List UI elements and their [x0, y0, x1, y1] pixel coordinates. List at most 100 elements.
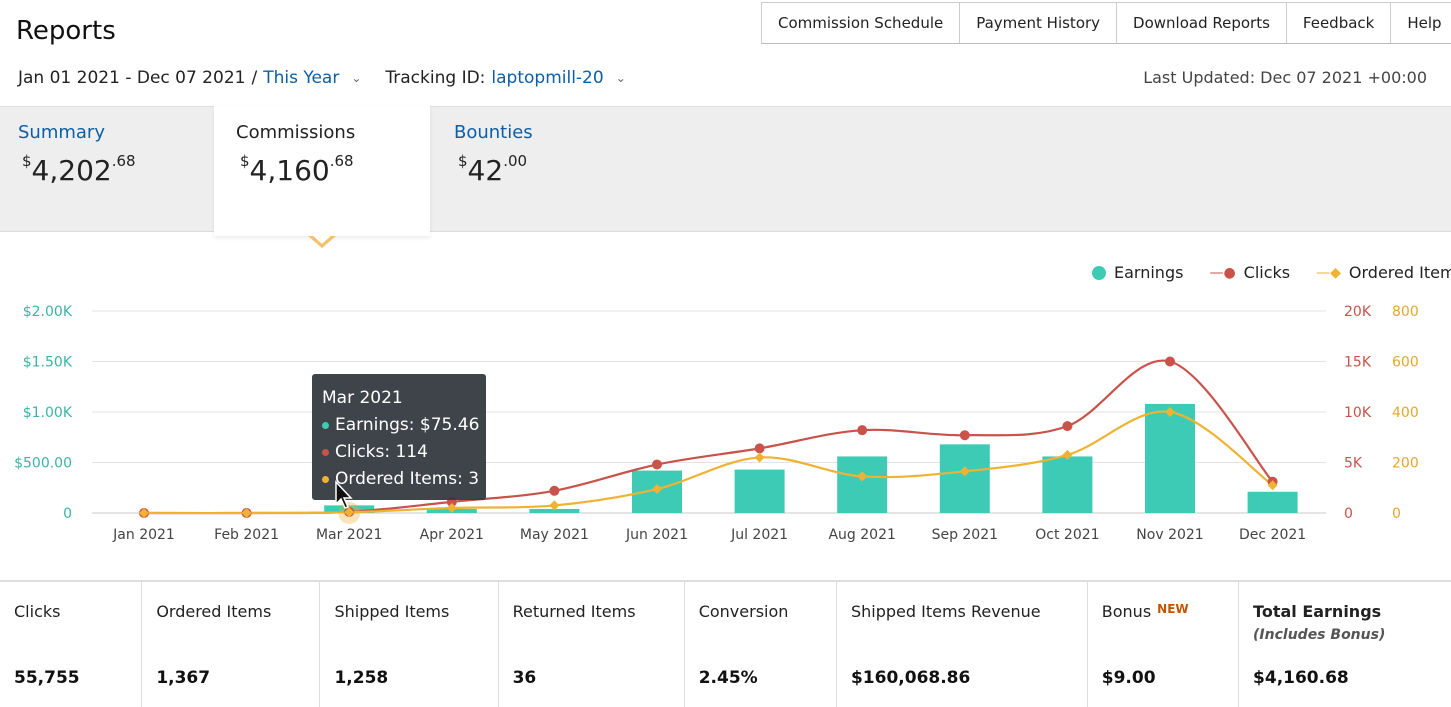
y-tick-label-left: $1.00K	[23, 405, 73, 421]
chevron-down-icon[interactable]: ⌄	[615, 71, 626, 85]
stat-shipped-items: Shipped Items 1,258	[320, 582, 499, 707]
x-tick-label: Oct 2021	[1035, 527, 1099, 543]
stat-label: Clicks	[14, 602, 61, 621]
tooltip-clicks: Clicks: 114	[335, 442, 428, 462]
tab-commissions[interactable]: Commissions $4,160.68	[214, 106, 430, 236]
y-tick-label-left: $2.00K	[23, 304, 73, 320]
x-tick-label: Dec 2021	[1239, 527, 1306, 543]
top-nav: Commission Schedule Payment History Down…	[761, 2, 1451, 44]
x-tick-label: Apr 2021	[420, 527, 484, 543]
y-tick-label-clicks: 15K	[1344, 355, 1372, 371]
x-tick-label: Mar 2021	[316, 527, 383, 543]
x-tick-label: Jan 2021	[112, 527, 175, 543]
help-button[interactable]: Help	[1407, 14, 1442, 32]
earnings-bar	[529, 508, 580, 513]
stat-value: $160,068.86	[850, 668, 971, 688]
clicks-point	[959, 430, 970, 441]
y-tick-label-ordered: 0	[1392, 506, 1401, 522]
dot-icon	[322, 448, 329, 456]
tracking-label: Tracking ID:	[385, 68, 486, 88]
tab-label: Commissions	[236, 122, 356, 143]
clicks-point	[139, 508, 149, 518]
stat-label: Shipped Items	[334, 602, 450, 621]
ordered-items-point	[446, 502, 457, 513]
chart-tooltip: Mar 2021 Earnings: $75.46 Clicks: 114 Or…	[312, 374, 486, 500]
line-marker-icon: —◆	[1316, 264, 1341, 281]
ordered-items-point	[1062, 449, 1073, 460]
y-tick-label-clicks: 10K	[1344, 405, 1372, 421]
stat-label: Bonus NEW	[1101, 602, 1189, 621]
clicks-point	[754, 443, 765, 454]
stat-value: $9.00	[1101, 668, 1156, 688]
feedback-button[interactable]: Feedback	[1287, 3, 1392, 43]
ordered-items-point	[959, 466, 970, 477]
stat-total-earnings: Total Earnings (Includes Bonus) $4,160.6…	[1239, 582, 1451, 707]
stat-clicks: Clicks 55,755	[0, 582, 143, 707]
payment-history-button[interactable]: Payment History	[960, 3, 1118, 43]
commission-schedule-button[interactable]: Commission Schedule	[762, 3, 961, 43]
legend-label: Earnings	[1114, 263, 1184, 282]
last-updated: Last Updated: Dec 07 2021 +00:00	[1143, 68, 1427, 87]
stats-row: Clicks 55,755 Ordered Items 1,367 Shippe…	[0, 580, 1451, 707]
ordered-items-point	[139, 508, 149, 518]
clicks-point	[857, 425, 868, 436]
stat-value: 1,258	[334, 668, 389, 688]
x-tick-label: Jun 2021	[625, 527, 688, 543]
new-badge: NEW	[1157, 602, 1189, 616]
period-dropdown[interactable]: This Year	[263, 68, 340, 88]
tab-summary[interactable]: Summary $4,202.68	[0, 106, 214, 230]
stat-value: $4,160.68	[1253, 668, 1349, 688]
download-reports-button[interactable]: Download Reports	[1117, 3, 1287, 43]
x-tick-label: Aug 2021	[828, 527, 895, 543]
mouse-cursor-icon	[335, 480, 353, 509]
legend-clicks[interactable]: —● Clicks	[1209, 263, 1290, 282]
clicks-point	[1165, 356, 1175, 367]
legend-label: Ordered Items	[1348, 263, 1451, 282]
chevron-down-icon[interactable]: ⌄	[351, 71, 362, 85]
y-tick-label-clicks: 5K	[1344, 456, 1363, 472]
date-separator: /	[251, 68, 258, 88]
earnings-bar	[734, 469, 785, 513]
stat-conversion: Conversion 2.45%	[685, 582, 837, 707]
date-range-text: Jan 01 2021 - Dec 07 2021	[18, 68, 246, 88]
dot-icon	[322, 421, 329, 429]
ordered-items-point	[857, 471, 868, 482]
dot-icon	[322, 475, 329, 483]
clicks-point	[549, 485, 560, 496]
tooltip-row: Clicks: 114	[322, 442, 428, 462]
stat-label: Total Earnings	[1253, 602, 1382, 621]
ordered-items-point	[754, 452, 765, 463]
x-tick-label: Jul 2021	[730, 527, 788, 543]
tab-amount: $42.00	[458, 152, 528, 187]
y-tick-label-ordered: 600	[1392, 355, 1419, 371]
stat-label: Shipped Items Revenue	[850, 602, 1041, 621]
earnings-dot-icon	[1092, 265, 1106, 280]
x-tick-label: May 2021	[520, 527, 589, 543]
active-tab-pointer	[308, 234, 336, 248]
stat-value: 2.45%	[698, 668, 758, 688]
clicks-point	[1267, 476, 1278, 487]
tab-amount: $4,202.68	[22, 152, 136, 187]
tab-label: Bounties	[454, 122, 533, 143]
tab-bounties[interactable]: Bounties $42.00	[436, 106, 656, 230]
x-tick-label: Feb 2021	[214, 527, 279, 543]
stat-label: Conversion	[698, 602, 789, 621]
ordered-items-point	[652, 484, 662, 495]
legend-earnings[interactable]: Earnings	[1092, 263, 1183, 282]
earnings-bar	[1042, 456, 1093, 513]
earnings-bar	[632, 470, 682, 513]
tab-label: Summary	[18, 122, 105, 143]
y-tick-label-ordered: 400	[1392, 405, 1419, 421]
legend-ordered-items[interactable]: —◆ Ordered Items	[1316, 263, 1451, 282]
filter-row: Jan 01 2021 - Dec 07 2021 / This Year ⌄ …	[18, 68, 644, 88]
legend-label: Clicks	[1243, 263, 1291, 282]
ordered-items-point	[1267, 480, 1278, 491]
tracking-id-dropdown[interactable]: laptopmill-20	[491, 68, 604, 88]
stat-sublabel: (Includes Bonus)	[1253, 627, 1386, 643]
x-tick-label: Sep 2021	[932, 527, 998, 543]
ordered-items-point	[1165, 407, 1175, 417]
clicks-point	[241, 508, 252, 518]
earnings-bar	[837, 456, 888, 513]
clicks-point	[1062, 421, 1073, 432]
tooltip-row: Earnings: $75.46	[322, 415, 479, 435]
